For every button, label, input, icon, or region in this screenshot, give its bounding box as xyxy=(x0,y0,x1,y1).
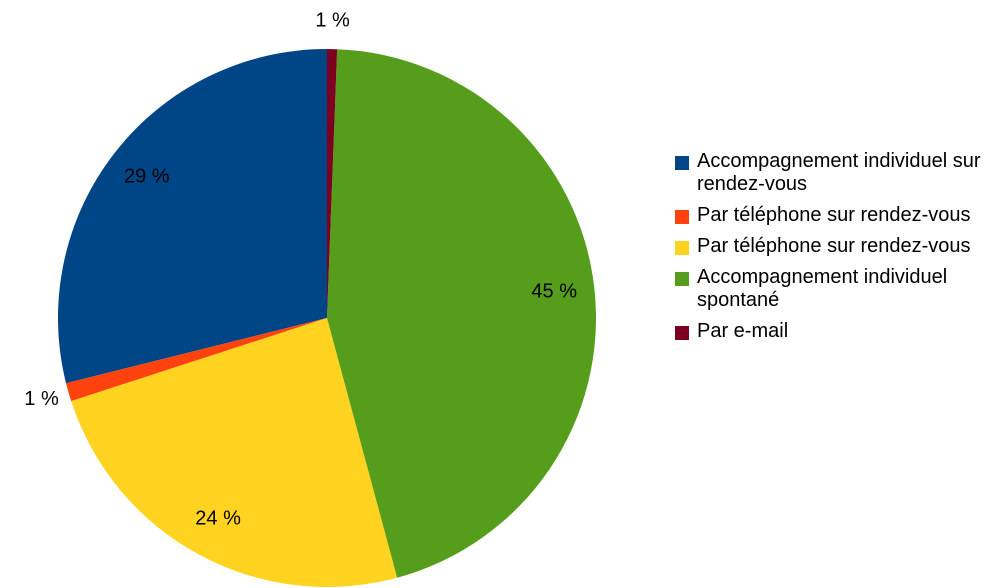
data-label: 45 % xyxy=(531,280,577,302)
legend-label: Par téléphone sur rendez-vous xyxy=(697,204,971,226)
legend-label: Accompagnement indi­viduel sur rendez-vo… xyxy=(697,150,981,195)
legend-label: Accompagnement indi­viduel spontané xyxy=(697,266,948,311)
legend-swatch xyxy=(675,326,689,340)
data-label: 29 % xyxy=(124,166,170,188)
legend-item: Par e-mail xyxy=(670,320,997,343)
data-label: 24 % xyxy=(195,507,241,529)
data-label: 1 % xyxy=(315,9,350,31)
legend-item: Par téléphone sur rendez-vous xyxy=(670,204,997,227)
legend: Accompagnement indi­viduel sur rendez-vo… xyxy=(670,150,998,351)
legend-swatch xyxy=(675,241,689,255)
legend-label: Par e-mail xyxy=(697,320,789,342)
legend-swatch xyxy=(675,272,689,286)
legend-item: Accompagnement indi­viduel sur rendez-vo… xyxy=(670,150,997,196)
pie-slice xyxy=(327,49,597,578)
pie-slice xyxy=(57,49,328,384)
legend-swatch xyxy=(675,210,689,224)
legend-item: Accompagnement indi­viduel spontané xyxy=(670,266,997,312)
pie-slice xyxy=(66,318,327,402)
pie-slice xyxy=(327,49,338,318)
legend-swatch xyxy=(675,156,689,170)
legend-item: Par téléphone sur rendez-vous xyxy=(670,235,997,258)
pie-slice xyxy=(71,318,398,587)
data-label: 1 % xyxy=(24,388,59,410)
legend-label: Par téléphone sur rendez-vous xyxy=(697,235,971,257)
